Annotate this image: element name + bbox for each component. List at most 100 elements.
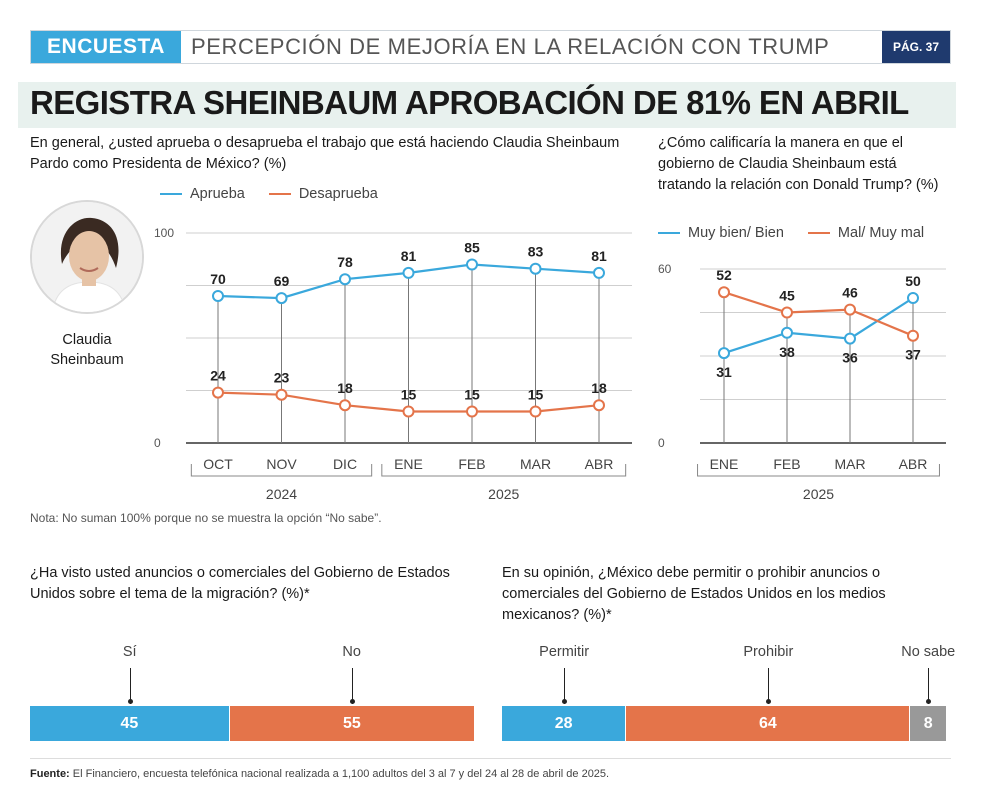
data-point: [466, 405, 478, 418]
category-label: Sí: [122, 644, 137, 660]
pointer-line: [351, 668, 353, 704]
year-label: 2024: [266, 486, 297, 502]
stack-segment-permitir: 28: [502, 706, 626, 741]
data-point: [529, 262, 542, 275]
portrait-caption: Claudia Sheinbaum: [50, 332, 124, 368]
data-label: 38: [779, 344, 795, 360]
data-point: [907, 329, 919, 342]
pointer-dot: [349, 699, 355, 704]
x-tick-label: DIC: [333, 456, 357, 472]
category-label: No sabe: [901, 644, 956, 660]
year-label: 2025: [803, 486, 834, 502]
data-point: [466, 258, 478, 271]
data-point: [718, 286, 730, 299]
data-label: 52: [716, 267, 732, 283]
x-tick-label: ABR: [585, 456, 614, 472]
source-note: Fuente: El Financiero, encuesta telefóni…: [30, 768, 609, 780]
x-tick-label: MAR: [520, 456, 551, 472]
year-bracket: [381, 464, 627, 477]
data-label: 24: [210, 368, 226, 384]
pointer-dot: [562, 699, 568, 704]
data-label: 83: [528, 244, 544, 260]
pointer-line: [129, 668, 131, 704]
data-point: [593, 399, 605, 412]
data-point: [212, 386, 224, 399]
data-label: 18: [591, 380, 607, 396]
data-label: 81: [591, 248, 607, 264]
stack-segment-s-: 45: [30, 706, 229, 741]
year-label: 2025: [488, 486, 519, 502]
data-point: [275, 292, 288, 305]
y-tick-label: 0: [154, 436, 161, 450]
year-bracket: [697, 464, 940, 477]
x-tick-label: MAR: [834, 456, 865, 472]
chart-3-question: ¿Ha visto usted anuncios o comerciales d…: [30, 565, 450, 602]
series-line-1: [723, 291, 914, 337]
pointer-line: [928, 668, 930, 704]
data-point: [907, 292, 919, 304]
source-divider: [30, 758, 951, 759]
data-label: 18: [337, 380, 353, 396]
category-label: Prohibir: [743, 644, 794, 660]
section-tag: ENCUESTA: [31, 31, 181, 63]
data-point: [718, 347, 730, 360]
pointer-line: [768, 668, 770, 704]
data-point: [275, 388, 288, 401]
data-label: 50: [905, 273, 921, 289]
x-tick-label: FEB: [458, 456, 485, 472]
data-point: [844, 303, 856, 316]
x-tick-label: ENE: [710, 456, 739, 472]
legend-item-good: Muy bien/ Bien: [658, 225, 784, 241]
x-tick-label: FEB: [773, 456, 800, 472]
chart-2-question: ¿Cómo calificaría la manera en que el go…: [658, 135, 939, 193]
legend-item-approve: Aprueba: [160, 186, 245, 202]
page-badge: PÁG. 37: [882, 31, 950, 63]
legend-item-bad: Mal/ Muy mal: [807, 225, 924, 241]
category-label: No: [342, 644, 361, 660]
data-label: 85: [464, 240, 480, 256]
data-label: 15: [528, 387, 544, 403]
data-label: 70: [210, 271, 226, 287]
stack-segment-prohibir: 64: [626, 706, 910, 741]
headline: REGISTRA SHEINBAUM APROBACIÓN DE 81% EN …: [30, 84, 909, 121]
section-title: PERCEPCIÓN DE MEJORÍA EN LA RELACIÓN CON…: [191, 34, 830, 59]
data-label: 15: [464, 387, 480, 403]
data-point: [529, 405, 542, 418]
data-point: [781, 326, 793, 339]
stack-segment-no: 55: [229, 706, 474, 741]
chart-2-legend: Muy bien/ Bien Mal/ Muy mal: [658, 225, 924, 241]
x-tick-label: ABR: [899, 456, 928, 472]
data-point: [339, 399, 351, 412]
data-point: [593, 266, 605, 279]
data-label: 23: [274, 370, 290, 386]
data-label: 69: [274, 273, 290, 289]
headline-band: [18, 82, 956, 128]
data-point: [781, 306, 793, 319]
pointer-dot: [926, 699, 932, 704]
data-point: [339, 273, 351, 286]
stack-segment-no-sabe: 8: [910, 706, 946, 741]
x-tick-label: NOV: [266, 456, 297, 472]
data-label: 31: [716, 364, 732, 380]
legend-item-disapprove: Desaprueba: [268, 186, 378, 202]
source-label: Fuente:: [30, 768, 70, 780]
source-text: El Financiero, encuesta telefónica nacio…: [69, 768, 610, 780]
data-point: [402, 266, 415, 279]
data-label: 37: [905, 347, 921, 363]
data-point: [402, 405, 415, 418]
x-tick-label: ENE: [394, 456, 423, 472]
section-header: ENCUESTA PERCEPCIÓN DE MEJORÍA EN LA REL…: [30, 30, 951, 64]
data-point: [844, 332, 856, 345]
year-bracket: [190, 464, 373, 477]
y-tick-label: 0: [658, 436, 665, 450]
pointer-line: [564, 668, 566, 704]
category-label: Permitir: [539, 644, 590, 660]
y-tick-label: 60: [658, 262, 672, 276]
x-tick-label: OCT: [203, 456, 233, 472]
y-tick-label: 100: [154, 226, 174, 240]
chart-1-legend: Aprueba Desaprueba: [160, 186, 402, 202]
portrait-photo: [30, 200, 144, 314]
data-label: 81: [401, 248, 417, 264]
